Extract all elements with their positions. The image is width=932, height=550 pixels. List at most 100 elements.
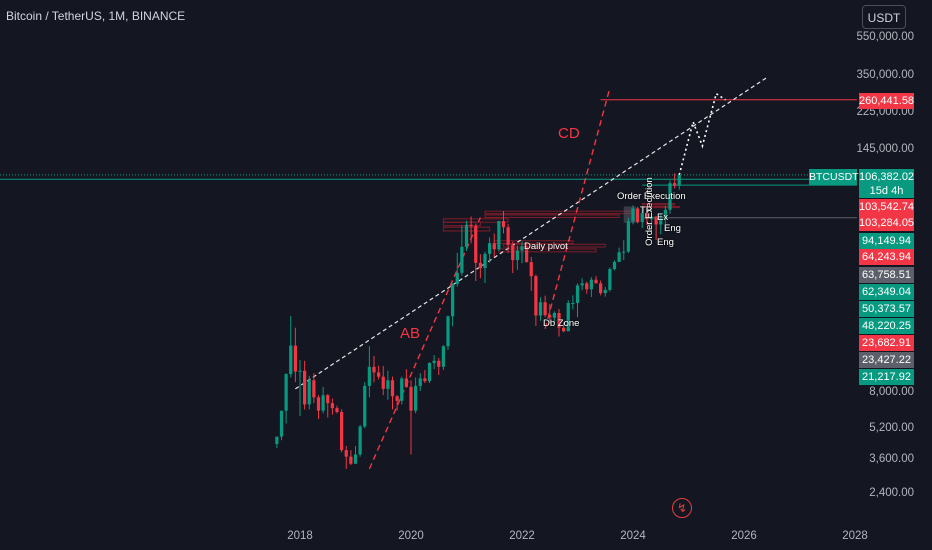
candle-body xyxy=(617,252,621,262)
flash-icon[interactable]: ↯ xyxy=(672,498,692,518)
candle-body xyxy=(566,302,570,332)
candle-countdown: 15d 4h xyxy=(859,184,914,198)
candle-body xyxy=(358,426,362,455)
candle-body xyxy=(636,208,640,223)
price-tag: 62,349.04 xyxy=(859,284,914,300)
candle-body xyxy=(659,218,663,225)
candle-body xyxy=(335,408,339,413)
candle-body xyxy=(437,360,441,367)
candle-body xyxy=(571,302,575,304)
candle-body xyxy=(326,395,330,404)
candle-body xyxy=(478,262,482,269)
candle-body xyxy=(400,378,404,401)
time-axis-label: 2026 xyxy=(731,530,757,542)
candle-body xyxy=(515,250,519,261)
price-tag: 94,149.94 xyxy=(859,233,914,249)
candle-body xyxy=(464,224,469,247)
annotation-tp: TP xyxy=(640,205,653,216)
price-tag: 50,373.57 xyxy=(859,301,914,317)
candle-body xyxy=(520,246,524,251)
candle-body xyxy=(353,454,358,464)
candle-body xyxy=(460,246,464,273)
candle-body xyxy=(303,370,307,405)
annotation-eng-2: Eng xyxy=(657,237,674,248)
candle-body xyxy=(649,216,654,220)
annotation-daily-pivot: Daily pivot xyxy=(524,241,568,252)
currency-button[interactable]: USDT xyxy=(862,5,906,29)
price-scale-label: 350,000.00 xyxy=(856,68,914,81)
candle-body xyxy=(381,376,385,389)
candle-body xyxy=(404,378,408,387)
candle-body xyxy=(284,374,288,411)
candle-body xyxy=(432,360,436,363)
cd-line xyxy=(544,87,611,329)
price-tag: 260,441.58 xyxy=(859,93,915,109)
price-tag: 23,427.22 xyxy=(859,352,914,368)
candle-body xyxy=(289,345,293,375)
annotation-ex: Ex xyxy=(657,212,669,223)
candle-body xyxy=(506,227,510,245)
time-axis-label: 2020 xyxy=(398,530,424,542)
candle-body xyxy=(275,436,279,445)
candle-body xyxy=(488,243,492,254)
time-axis-label: 2028 xyxy=(842,530,868,542)
projection-path xyxy=(678,92,726,176)
price-tag: 23,682.91 xyxy=(859,335,914,351)
zone-rect xyxy=(484,214,620,218)
candle-body xyxy=(589,279,593,290)
candle-body xyxy=(418,378,422,386)
candle-body xyxy=(626,221,630,252)
price-tag: 64,243.94 xyxy=(859,249,914,265)
candle-body xyxy=(455,272,459,284)
candle-body xyxy=(349,456,353,464)
candle-body xyxy=(497,221,501,250)
candle-body xyxy=(557,313,561,328)
candle-body xyxy=(580,283,584,286)
wave-label-ab: AB xyxy=(400,325,421,342)
candle-body xyxy=(363,385,367,427)
candle-body xyxy=(344,450,348,457)
candle-body xyxy=(409,386,413,411)
candle-body xyxy=(538,302,543,316)
candle-body xyxy=(562,327,566,332)
candle-body xyxy=(645,213,649,220)
candle-body xyxy=(372,366,376,373)
ab-line xyxy=(368,217,482,470)
price-tag: 103,542.74 xyxy=(859,199,915,215)
candle-body xyxy=(367,366,371,386)
candle-body xyxy=(446,316,450,347)
candle-body xyxy=(594,279,598,284)
candle-body xyxy=(543,302,547,316)
candle-body xyxy=(501,221,506,228)
candle-body xyxy=(451,283,455,317)
candle-body xyxy=(599,283,603,294)
price-scale-label: 8,000.00 xyxy=(869,385,914,398)
candle-body xyxy=(492,243,496,250)
annotation-eng-1: Eng xyxy=(664,223,681,234)
candle-body xyxy=(525,246,529,263)
candle-body xyxy=(312,380,316,398)
candle-body xyxy=(673,183,677,186)
zone-rect xyxy=(442,221,481,227)
zone-rect xyxy=(641,203,676,206)
annotation-order-execution: Order Execution xyxy=(617,191,686,202)
price-scale-label: 145,000.00 xyxy=(856,142,914,155)
trendline xyxy=(295,76,768,390)
candle-body xyxy=(552,313,556,318)
price-scale-label: 2,400.00 xyxy=(869,487,914,499)
chart-title: Bitcoin / TetherUS, 1M, BINANCE xyxy=(6,9,186,23)
candle-body xyxy=(585,283,589,290)
candle-body xyxy=(427,362,432,382)
price-tag: 48,220.25 xyxy=(859,318,914,334)
price-scale-label: 550,000.00 xyxy=(856,31,914,43)
candle-body xyxy=(608,269,612,290)
candle-body xyxy=(423,378,427,382)
candle-body xyxy=(386,380,390,389)
zone-rect xyxy=(503,243,606,248)
symbol-tag: BTCUSDT xyxy=(809,169,859,185)
price-tag: 103,284.05 xyxy=(859,215,915,231)
candle-body xyxy=(534,276,538,316)
current-price-tag: 106,382.02 xyxy=(859,169,915,185)
candle-body xyxy=(474,226,478,263)
